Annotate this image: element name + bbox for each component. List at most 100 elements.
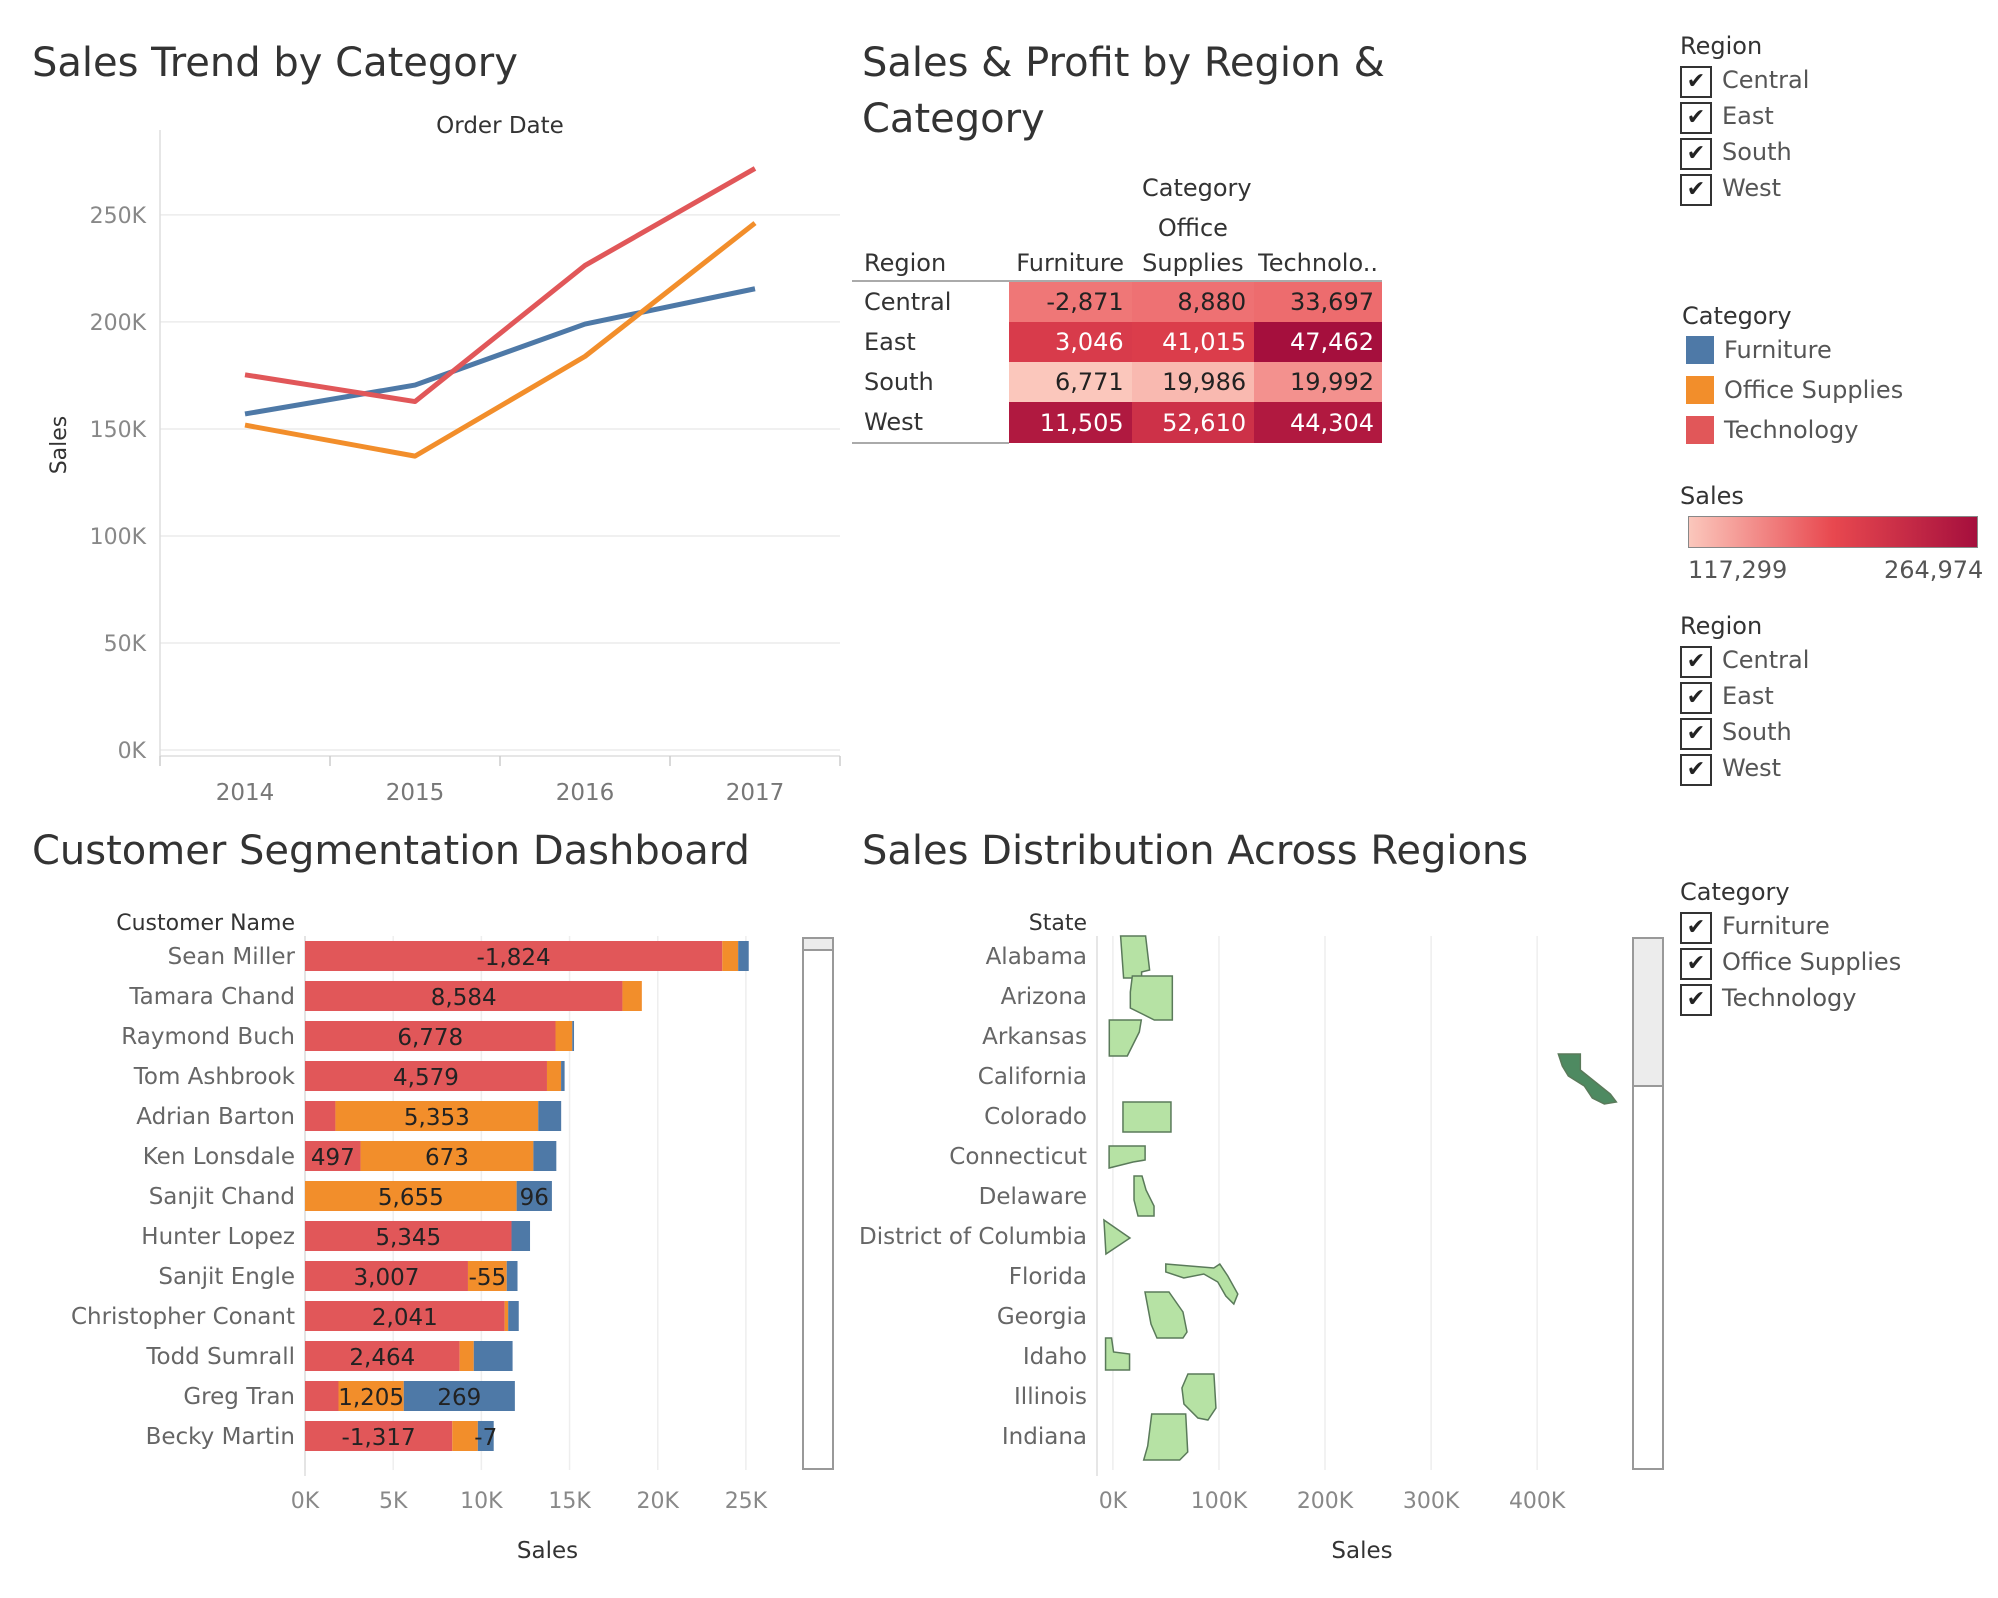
bar-category-label: Adrian Barton (136, 1104, 295, 1130)
heatmap-category-header: Category (1142, 174, 1252, 202)
map-state-shape-florida (1165, 1262, 1239, 1306)
heatmap-col-label: Furniture (1008, 246, 1132, 282)
region2-label-west: West (1722, 754, 1782, 782)
bar-category-label: Sanjit Chand (149, 1184, 295, 1210)
heatmap-cell[interactable]: 41,015 (1131, 322, 1255, 362)
region-checkbox-central[interactable]: ✔ (1680, 66, 1712, 98)
bar-x-axis-label: Sales (517, 1538, 578, 1564)
bar-data-label: 269 (437, 1385, 481, 1411)
line-x-tick: 2016 (556, 780, 615, 806)
heatmap-cell[interactable]: 3,046 (1008, 322, 1132, 362)
legend-swatch-office-supplies[interactable] (1686, 376, 1714, 404)
legend-swatch-furniture[interactable] (1686, 336, 1714, 364)
bar-segment-furniture (516, 1181, 552, 1211)
heatmap-cell[interactable]: 44,304 (1254, 402, 1382, 443)
bar-data-label: 8,584 (431, 985, 497, 1011)
heatmap-title-line2: Category (862, 96, 1045, 142)
bar-data-label: 5,353 (404, 1105, 470, 1131)
region-checkbox-west[interactable]: ✔ (1680, 174, 1712, 206)
bar-segment-office-supplies (467, 1261, 507, 1291)
category-checkbox-technology[interactable]: ✔ (1680, 984, 1712, 1016)
category-checkbox-furniture[interactable]: ✔ (1680, 912, 1712, 944)
bar-segment-office-supplies (546, 1061, 562, 1091)
map-state-label: District of Columbia (859, 1224, 1087, 1250)
heatmap-cell[interactable]: 11,505 (1008, 402, 1132, 443)
bar-segment-office-supplies (722, 941, 739, 971)
heatmap-col-label: Office (1157, 214, 1228, 242)
heatmap-cell[interactable]: -2,871 (1008, 281, 1132, 322)
bar-chart-scroll-thumb[interactable] (804, 939, 832, 951)
bar-category-label: Hunter Lopez (141, 1224, 295, 1250)
bar-segment-technology (305, 1221, 512, 1251)
category-label-office-supplies: Office Supplies (1722, 948, 1902, 976)
bar-segment-office-supplies (459, 1341, 474, 1371)
region-checkbox-south[interactable]: ✔ (1680, 138, 1712, 170)
bar-row-header: Customer Name (116, 911, 295, 936)
sales-legend-title: Sales (1680, 482, 1744, 510)
bar-segment-furniture (511, 1221, 531, 1251)
region-category-heatmap: Office Region Furniture Supplies Technolo.. C… (852, 210, 1382, 460)
heatmap-cell[interactable]: 6,771 (1008, 362, 1132, 402)
legend-swatch-technology[interactable] (1686, 416, 1714, 444)
map-state-shape-colorado (1122, 1101, 1172, 1133)
line-y-tick: 100K (90, 525, 147, 550)
region-filter-2-title: Region (1680, 612, 1763, 640)
map-x-tick: 0K (1099, 1489, 1128, 1514)
heatmap-cell[interactable]: 33,697 (1254, 281, 1382, 322)
category-label-furniture: Furniture (1722, 912, 1830, 940)
heatmap-cell[interactable]: 52,610 (1131, 402, 1255, 443)
heatmap-col-label (1254, 210, 1382, 246)
bar-category-label: Todd Sumrall (145, 1344, 295, 1370)
bar-category-label: Tom Ashbrook (133, 1064, 296, 1090)
bar-segment-technology (305, 981, 623, 1011)
legend-label-furniture[interactable]: Furniture (1724, 336, 1832, 364)
bar-chart-scrollbar[interactable] (802, 937, 834, 1470)
heatmap-cell[interactable]: 47,462 (1254, 322, 1382, 362)
bar-segment-technology (305, 1141, 361, 1171)
heatmap-cell[interactable]: 19,992 (1254, 362, 1382, 402)
region-checkbox-east[interactable]: ✔ (1680, 102, 1712, 134)
heatmap-row-label: West (852, 402, 1009, 444)
heatmap-row: Central -2,871 8,880 33,697 (852, 281, 1382, 322)
region2-checkbox-east[interactable]: ✔ (1680, 682, 1712, 714)
line-x-tick: 2015 (386, 780, 445, 806)
map-chart-scroll-thumb[interactable] (1634, 939, 1662, 1087)
bar-x-tick: 25K (725, 1489, 768, 1514)
bar-category-label: Christopher Conant (71, 1304, 295, 1330)
heatmap-table: Office Region Furniture Supplies Technolo.. C… (852, 210, 1382, 444)
bar-segment-technology (305, 1061, 547, 1091)
map-state-label: Florida (1009, 1264, 1087, 1290)
bar-category-label: Becky Martin (146, 1424, 295, 1450)
region-label-central: Central (1722, 66, 1810, 94)
bar-segment-office-supplies (338, 1381, 404, 1411)
region-label-west: West (1722, 174, 1782, 202)
heatmap-row-header: Region (852, 246, 1009, 282)
map-state-shape-delaware (1133, 1175, 1155, 1217)
heatmap-cell[interactable]: 8,880 (1131, 281, 1255, 322)
line-y-tick: 150K (90, 418, 147, 443)
bar-segment-furniture (538, 1101, 562, 1131)
heatmap-row-label: Central (864, 288, 952, 316)
customer-bar-chart: Customer Name 0K 5K 10K 15K 20K 25K Sales Sean M… (71, 911, 768, 1564)
region2-checkbox-south[interactable]: ✔ (1680, 718, 1712, 750)
line-y-tick: 0K (118, 739, 147, 764)
map-state-shape-california (1557, 1053, 1618, 1105)
map-chart-scrollbar[interactable] (1632, 937, 1664, 1470)
legend-label-office-supplies[interactable]: Office Supplies (1724, 376, 1904, 404)
region2-checkbox-central[interactable]: ✔ (1680, 646, 1712, 678)
category-checkbox-office-supplies[interactable]: ✔ (1680, 948, 1712, 980)
bar-category-label: Greg Tran (183, 1384, 295, 1410)
bar-data-label: 2,041 (372, 1305, 438, 1331)
heatmap-cell[interactable]: 19,986 (1131, 362, 1255, 402)
map-state-label: Connecticut (949, 1144, 1087, 1170)
map-state-shape-illinois (1181, 1373, 1217, 1421)
bar-category-label: Sanjit Engle (158, 1264, 295, 1290)
bar-data-label: 2,464 (349, 1345, 415, 1371)
heatmap-row: West 11,505 52,610 44,304 (852, 402, 1382, 444)
bar-x-tick: 0K (291, 1489, 320, 1514)
bar-segment-furniture (477, 1421, 494, 1451)
bar-segment-technology (305, 1301, 505, 1331)
map-x-tick: 400K (1509, 1489, 1566, 1514)
legend-label-technology[interactable]: Technology (1724, 416, 1859, 444)
region2-checkbox-west[interactable]: ✔ (1680, 754, 1712, 786)
